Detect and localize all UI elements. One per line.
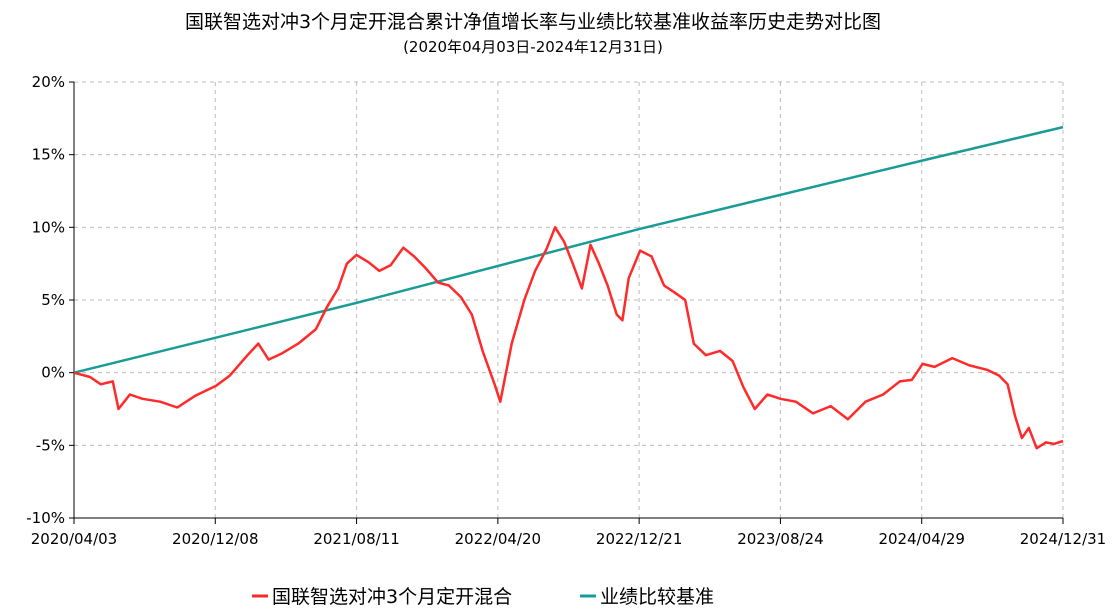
chart-title: 国联智选对冲3个月定开混合累计净值增长率与业绩比较基准收益率历史走势对比图 xyxy=(185,11,881,33)
y-tick-label: -5% xyxy=(36,436,65,454)
series-lines xyxy=(73,125,1064,450)
fund-series-line xyxy=(73,226,1064,450)
x-tick-label: 2024/04/29 xyxy=(878,530,964,548)
y-tick-label: 15% xyxy=(32,146,65,164)
y-tick-label: 10% xyxy=(32,218,65,236)
legend: 国联智选对冲3个月定开混合 业绩比较基准 xyxy=(252,586,714,608)
benchmark-series-line xyxy=(73,125,1064,374)
y-tick-label: 5% xyxy=(41,291,65,309)
chart-subtitle: (2020年04月03日-2024年12月31日) xyxy=(403,38,663,56)
grid xyxy=(73,81,1064,519)
x-tick-label: 2022/04/20 xyxy=(455,530,541,548)
legend-label-benchmark: 业绩比较基准 xyxy=(600,586,714,608)
x-tick-label: 2021/08/11 xyxy=(313,530,399,548)
x-tick-label: 2020/04/03 xyxy=(31,530,117,548)
x-tick-label: 2022/12/21 xyxy=(596,530,682,548)
x-tick-label: 2023/08/24 xyxy=(737,530,823,548)
y-axis-ticks: 20% 15% 10% 5% 0% -5% -10% xyxy=(26,73,74,527)
legend-label-fund: 国联智选对冲3个月定开混合 xyxy=(272,586,512,608)
x-tick-label: 2024/12/31 xyxy=(1020,530,1106,548)
x-axis-ticks: 2020/04/03 2020/12/08 2021/08/11 2022/04/20… xyxy=(31,518,1106,548)
y-tick-label: 0% xyxy=(41,364,65,382)
x-tick-label: 2020/12/08 xyxy=(172,530,258,548)
y-tick-label: -10% xyxy=(26,509,65,527)
y-tick-label: 20% xyxy=(32,73,65,91)
